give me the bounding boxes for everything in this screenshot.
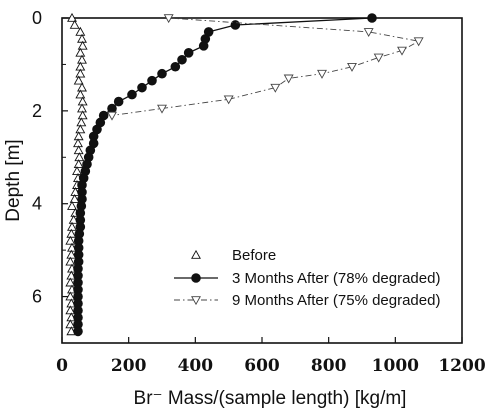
x-axis-label: Br⁻ Mass/(sample length) [kg/m] <box>134 388 407 409</box>
ticks-layer: 0 200 400 600 800 1000 1200 0 2 4 6 <box>32 8 486 376</box>
data-point <box>77 33 87 43</box>
data-point <box>137 82 147 93</box>
data-point <box>163 14 174 24</box>
data-point <box>347 62 357 72</box>
data-point <box>74 152 85 162</box>
legend-label: 9 Months After (75% degraded) <box>232 292 440 309</box>
legend-marker <box>191 249 201 259</box>
data-point <box>65 291 76 301</box>
x-tick-label: 600 <box>244 356 280 376</box>
data-point <box>283 74 294 84</box>
data-point <box>75 89 86 99</box>
legend-marker <box>191 296 201 306</box>
data-point <box>77 103 87 113</box>
legend-label: 3 Months After (78% degraded) <box>232 270 440 287</box>
y-tick-label: 2 <box>32 101 42 121</box>
data-point <box>363 28 374 38</box>
series-layer <box>65 12 424 337</box>
x-tick-label: 1200 <box>438 356 485 376</box>
data-point <box>69 19 80 29</box>
data-point <box>66 228 77 238</box>
data-point <box>75 26 86 36</box>
data-point <box>107 111 117 121</box>
data-point <box>157 68 167 79</box>
data-point <box>270 83 281 93</box>
data-point <box>65 235 76 245</box>
data-point <box>73 138 83 148</box>
data-point <box>65 319 76 329</box>
data-point <box>77 54 87 64</box>
y-tick-label: 0 <box>32 8 42 28</box>
data-point <box>183 48 194 58</box>
data-point <box>223 95 234 105</box>
data-point <box>157 104 167 114</box>
legend-item: 3 Months After (78% degraded) <box>174 270 440 287</box>
data-point <box>73 326 83 337</box>
y-tick-label: 6 <box>32 287 42 307</box>
data-point <box>67 12 77 22</box>
data-point <box>77 82 87 92</box>
y-axis-label: Depth [m] <box>3 139 24 221</box>
data-point <box>113 96 124 107</box>
data-point <box>76 117 87 127</box>
data-point <box>230 20 241 30</box>
data-point <box>77 40 88 50</box>
data-point <box>67 200 77 210</box>
data-point <box>397 46 407 56</box>
data-point <box>75 68 86 78</box>
data-point <box>367 13 377 23</box>
x-tick-label: 1000 <box>372 356 419 376</box>
data-point <box>73 145 84 155</box>
data-point <box>373 53 384 63</box>
data-point <box>177 54 187 65</box>
legend-label: Before <box>232 247 276 264</box>
data-point <box>107 103 117 114</box>
data-point <box>317 69 327 79</box>
y-tick-label: 4 <box>32 194 42 214</box>
x-tick-label: 0 <box>56 356 68 376</box>
legend-item: Before <box>191 247 276 264</box>
data-point <box>66 249 77 259</box>
x-tick-label: 400 <box>178 356 214 376</box>
data-point <box>69 193 80 203</box>
series-2 <box>73 13 377 337</box>
data-point <box>65 305 76 315</box>
legend-marker <box>191 273 201 283</box>
data-point <box>73 75 84 85</box>
data-point <box>67 221 77 231</box>
data-point <box>147 75 157 86</box>
legend-item: 9 Months After (75% degraded) <box>174 292 440 309</box>
data-point <box>75 124 86 134</box>
data-point <box>73 159 84 169</box>
series-3 <box>107 14 424 121</box>
data-point <box>77 110 88 120</box>
data-point <box>170 61 181 72</box>
data-point <box>77 96 88 106</box>
data-point <box>65 256 76 266</box>
data-point <box>72 166 82 176</box>
x-tick-label: 800 <box>311 356 347 376</box>
data-point <box>73 131 84 141</box>
data-point <box>65 277 76 287</box>
data-point <box>127 89 137 100</box>
legend: Before 3 Months After (78% degraded) 9 Mon… <box>174 247 440 309</box>
series-line <box>111 17 421 116</box>
data-point <box>413 37 424 47</box>
x-tick-label: 200 <box>111 356 147 376</box>
data-point <box>75 47 86 57</box>
data-point <box>198 41 209 51</box>
